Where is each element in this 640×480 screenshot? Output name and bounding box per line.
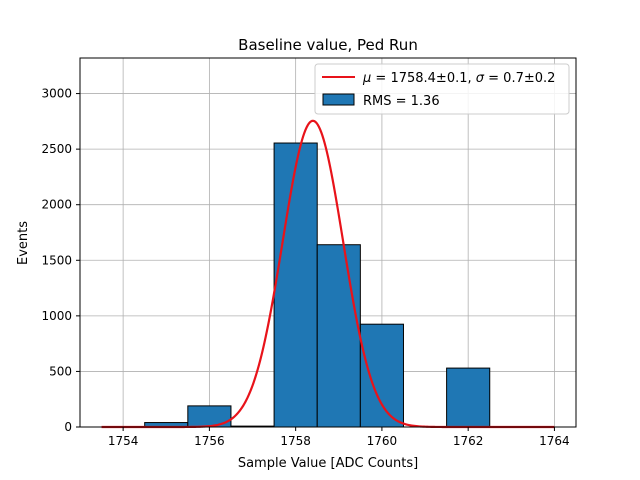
histogram-bar	[273, 142, 318, 428]
legend-fit-label: μ = 1758.4±0.1, σ = 0.7±0.2	[362, 71, 555, 86]
chart-title: Baseline value, Ped Run	[238, 36, 418, 54]
histogram-bar	[446, 367, 491, 428]
plot-frame	[79, 57, 577, 428]
y-tick-label: 1500	[41, 253, 72, 267]
x-axis-label: Sample Value [ADC Counts]	[238, 456, 418, 471]
histogram-bars	[144, 142, 491, 428]
y-axis-label: Events	[16, 221, 31, 265]
y-tick-label: 500	[49, 364, 72, 378]
legend-mu-text: = 1758.4±0.1,	[371, 71, 475, 86]
y-axis-ticks: 0 500 1000 1500 2000 2500 3000	[41, 87, 80, 434]
x-tick-label: 1764	[539, 434, 570, 448]
legend: μ = 1758.4±0.1, σ = 0.7±0.2 RMS = 1.36	[314, 63, 570, 115]
legend-sigma-text: = 0.7±0.2	[484, 71, 555, 86]
legend-sigma-symbol: σ	[476, 71, 485, 86]
y-tick-label: 2500	[41, 142, 72, 156]
legend-mu-symbol: μ	[362, 71, 371, 86]
x-tick-label: 1754	[108, 434, 139, 448]
x-axis-ticks: 1754 1756 1758 1760 1762 1764	[108, 427, 570, 448]
y-tick-label: 0	[64, 420, 72, 434]
x-tick-label: 1756	[194, 434, 225, 448]
x-tick-label: 1758	[280, 434, 311, 448]
legend-box	[314, 63, 570, 115]
y-tick-label: 1000	[41, 309, 72, 323]
x-tick-label: 1760	[367, 434, 398, 448]
legend-hist-label: RMS = 1.36	[363, 94, 440, 109]
y-tick-label: 3000	[41, 87, 72, 101]
histogram-bar	[359, 323, 404, 428]
x-tick-label: 1762	[453, 434, 484, 448]
histogram-bar	[316, 244, 361, 428]
y-tick-label: 2000	[41, 198, 72, 212]
legend-hist-swatch	[322, 93, 355, 106]
